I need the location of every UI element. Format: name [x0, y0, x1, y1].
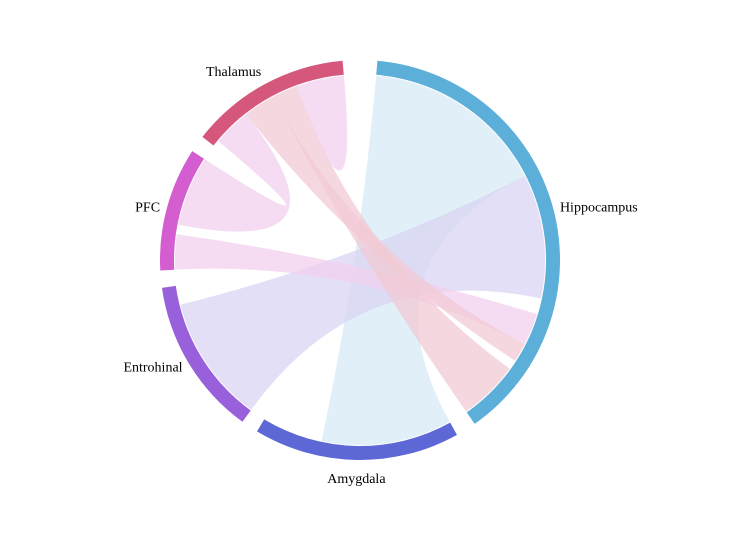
link-thalamus-thalamus: [296, 75, 348, 171]
link-hippocampus-entrohinal: [180, 176, 545, 410]
link-thalamus-hippocampus: [246, 96, 525, 361]
arc-thalamus: [202, 60, 344, 146]
label-hippocampus: Hippocampus: [560, 200, 638, 215]
label-amygdala: Amygdala: [327, 472, 386, 487]
link-pfc-thalamus: [178, 114, 291, 232]
links-layer: [175, 75, 545, 445]
label-thalamus: Thalamus: [206, 65, 261, 80]
arc-hippocampus: [376, 60, 560, 424]
label-entrohinal: Entrohinal: [123, 361, 182, 376]
link-thalamus-amygdala: [273, 86, 510, 412]
link-pfc-hippocampus: [175, 234, 537, 344]
label-pfc: PFC: [135, 200, 160, 215]
labels-layer: Hippocampus Amygdala Entrohinal PFC Thalamus: [123, 65, 637, 487]
arc-entrohinal: [161, 285, 251, 422]
arc-pfc: [159, 151, 205, 271]
arcs-layer: [159, 60, 560, 460]
arc-amygdala: [256, 419, 457, 460]
